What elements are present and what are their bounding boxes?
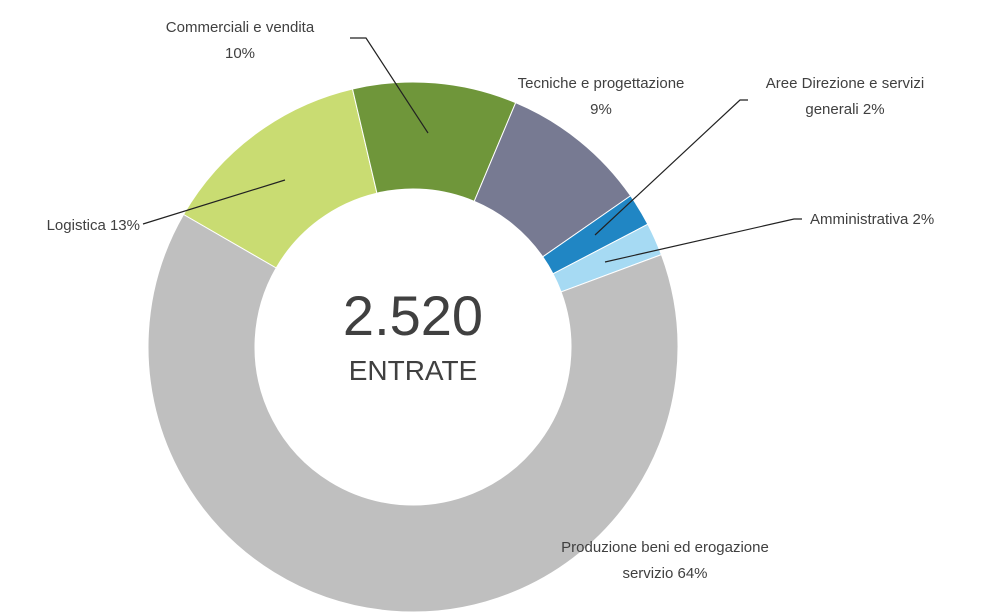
leader-line <box>594 99 748 236</box>
value-label: 2% <box>862 101 885 118</box>
value-label: 13% <box>109 217 140 234</box>
leader-line <box>604 218 802 263</box>
slice-label: Produzione beni ed erogazione servizio 6… <box>545 535 785 587</box>
slice-label: Amministrativa 2% <box>810 207 980 233</box>
leader-line <box>350 37 429 134</box>
value-label: 2% <box>912 211 935 228</box>
category-label: Amministrativa <box>810 211 909 228</box>
value-label: 10% <box>224 45 256 62</box>
slice-label: Logistica 13% <box>5 213 140 239</box>
slices <box>147 81 679 613</box>
category-label: Produzione beni ed erogazione servizio <box>561 539 769 582</box>
center-value: 2.520 <box>343 284 483 347</box>
value-label: 9% <box>590 101 612 118</box>
category-label: Tecniche e progettazione <box>517 75 685 92</box>
slice-label: Tecniche e progettazione 9% <box>480 71 722 123</box>
category-label: Commerciali e vendita <box>165 19 315 36</box>
category-label: Aree Direzione e servizi generali <box>765 75 925 118</box>
category-label: Logistica <box>46 217 106 234</box>
center-caption: ENTRATE <box>349 355 478 386</box>
slice <box>147 213 679 613</box>
slice-label: Aree Direzione e servizi generali 2% <box>740 71 950 123</box>
value-label: 64% <box>677 565 708 582</box>
slice-label: Commerciali e vendita 10% <box>130 15 350 67</box>
leader-line <box>142 179 286 225</box>
